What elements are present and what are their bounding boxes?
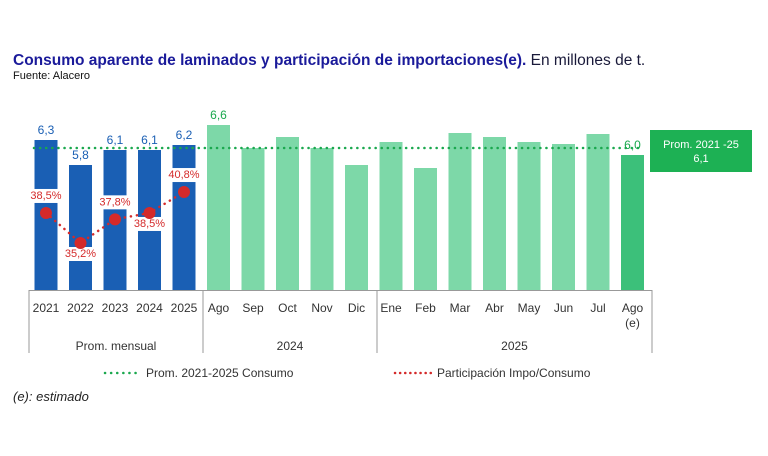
participacion-point [178,186,190,199]
participacion-point [109,213,121,226]
bar-ene-10 [379,142,403,290]
participacion-point [40,206,52,219]
category-label: Oct [278,301,297,315]
label-gap [171,168,197,183]
legend-average-label: Prom. 2021-2025 Consumo [146,366,294,380]
average-box-label: Prom. 2021 -25 [663,139,739,151]
value-label: 6,1 [107,133,124,147]
chart-title: Consumo aparente de laminados y particip… [13,52,645,70]
category-label: Mar [450,301,471,315]
footnote: (e): estimado [13,389,89,404]
participacion-label: 38,5% [134,218,165,230]
value-label: 6,0 [624,138,641,152]
category-label: Jul [590,301,605,315]
participacion-point [143,206,156,219]
label-gap [102,195,128,210]
group-label: 2024 [277,339,304,353]
bar-ago-5 [207,125,230,290]
category-label: Sep [242,301,264,315]
bar-2022-1 [69,165,92,290]
bar-2025-4 [172,145,196,290]
category-label: Ago [622,301,644,315]
bar-mar-12 [448,133,472,290]
title-main: Consumo aparente de laminados y particip… [13,52,527,69]
category-label: Dic [348,301,365,315]
category-label: Feb [415,301,436,315]
average-box-value: 6,1 [693,153,708,165]
source-note: Fuente: Alacero [13,70,91,82]
category-sublabel: (e) [625,316,640,330]
bar-jul-16 [586,134,610,290]
bar-sep-6 [241,148,265,290]
category-label: Ago [208,301,230,315]
bar-abr-13 [483,137,506,290]
legend-participacion-label: Participación Impo/Consumo [437,366,591,380]
value-label: 6,1 [141,133,158,147]
category-label: Ene [380,301,402,315]
participacion-line [44,190,186,245]
average-box [650,130,752,172]
value-label: 5,8 [72,148,89,162]
value-label: 6,2 [176,128,193,142]
participacion-label: 37,8% [99,196,130,208]
category-label: 2021 [33,301,60,315]
participacion-label: 40,8% [168,169,199,181]
category-label: 2024 [136,301,163,315]
participacion-label: 38,5% [30,190,61,202]
category-label: 2025 [171,301,198,315]
category-label: May [518,301,541,315]
category-label: Nov [311,301,332,315]
category-label: Jun [554,301,573,315]
title-units: En millones de t. [530,52,646,69]
bar-nov-8 [310,148,334,290]
value-label: 6,3 [38,123,55,137]
label-gap [33,188,59,203]
participacion-label: 35,2% [65,248,96,260]
label-gap [137,216,162,231]
category-label: 2022 [67,301,94,315]
bar-ago-17 [621,155,644,290]
bar-jun-15 [552,144,575,290]
group-label: 2025 [501,339,528,353]
value-label: 6,6 [210,108,227,122]
category-label: Abr [485,301,504,315]
bar-feb-11 [414,168,437,290]
category-label: 2023 [102,301,129,315]
participacion-point [74,237,87,249]
bar-dic-9 [345,165,368,290]
bar-oct-7 [276,137,299,290]
bar-may-14 [517,142,541,290]
group-label: Prom. mensual [76,339,157,353]
label-gap [68,247,93,261]
